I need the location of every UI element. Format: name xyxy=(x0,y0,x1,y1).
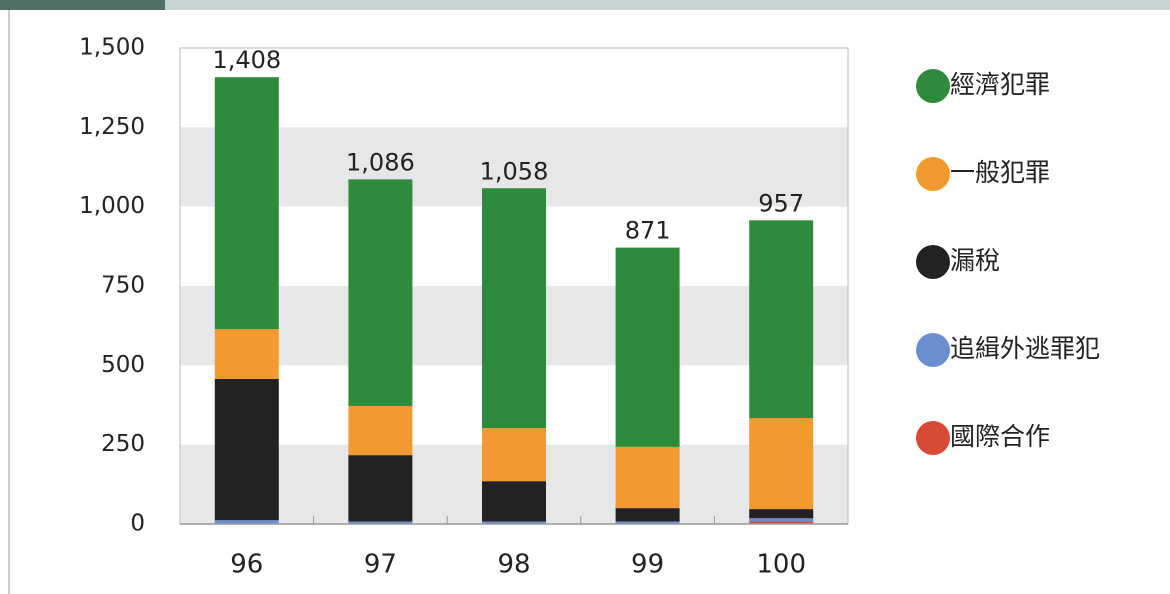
bar-segment xyxy=(214,520,279,524)
y-tick-label: 500 xyxy=(101,352,145,378)
bar-segment xyxy=(214,329,279,379)
bar-segment xyxy=(749,518,814,522)
x-tick-label: 96 xyxy=(230,550,263,580)
bar-segment xyxy=(348,179,413,406)
legend-swatch xyxy=(916,157,950,191)
bar-segment xyxy=(749,220,814,419)
bar-segment xyxy=(348,521,413,524)
y-tick-label: 750 xyxy=(101,273,145,299)
bar-segment xyxy=(482,428,546,482)
total-label: 957 xyxy=(758,189,804,217)
header-bar xyxy=(0,0,1170,10)
bar-segment xyxy=(749,418,814,510)
bar-segment xyxy=(615,247,680,447)
x-tick-label: 98 xyxy=(497,550,530,580)
legend-label: 經濟犯罪 xyxy=(950,70,1050,99)
bar-segment xyxy=(749,521,814,524)
bar-segment xyxy=(348,455,413,522)
bar-segment xyxy=(615,521,680,524)
legend-label: 國際合作 xyxy=(950,422,1050,451)
x-tick-label: 99 xyxy=(631,550,664,580)
legend-swatch xyxy=(916,421,950,455)
total-label: 871 xyxy=(625,217,671,245)
bar-segment xyxy=(482,521,546,524)
bar-segment xyxy=(615,508,680,522)
bar-segment xyxy=(348,405,413,456)
bar-segment xyxy=(482,188,546,429)
bar-segment xyxy=(615,446,680,509)
total-label: 1,086 xyxy=(346,148,415,176)
x-tick-label: 100 xyxy=(756,550,806,580)
legend-label: 一般犯罪 xyxy=(950,158,1050,187)
y-tick-label: 1,250 xyxy=(79,114,145,140)
y-tick-label: 1,000 xyxy=(79,193,145,219)
y-tick-label: 1,500 xyxy=(79,35,145,61)
total-label: 1,408 xyxy=(212,46,281,74)
legend-swatch xyxy=(916,245,950,279)
bar-segment xyxy=(214,77,279,330)
bar-segment xyxy=(214,378,279,521)
total-label: 1,058 xyxy=(480,157,549,185)
legend-label: 追緝外逃罪犯 xyxy=(950,334,1100,363)
legend-swatch xyxy=(916,333,950,367)
legend-label: 漏稅 xyxy=(950,246,1000,275)
bar-segment xyxy=(749,509,814,519)
y-tick-label: 0 xyxy=(130,511,145,537)
header-tab xyxy=(0,0,165,10)
x-tick-label: 97 xyxy=(364,550,397,580)
bar-segment xyxy=(482,481,546,522)
y-tick-label: 250 xyxy=(101,431,145,457)
legend-swatch xyxy=(916,69,950,103)
